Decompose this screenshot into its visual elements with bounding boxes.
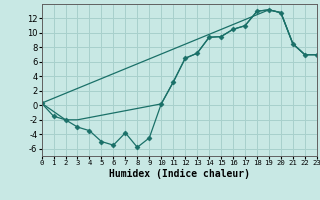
X-axis label: Humidex (Indice chaleur): Humidex (Indice chaleur)	[109, 169, 250, 179]
